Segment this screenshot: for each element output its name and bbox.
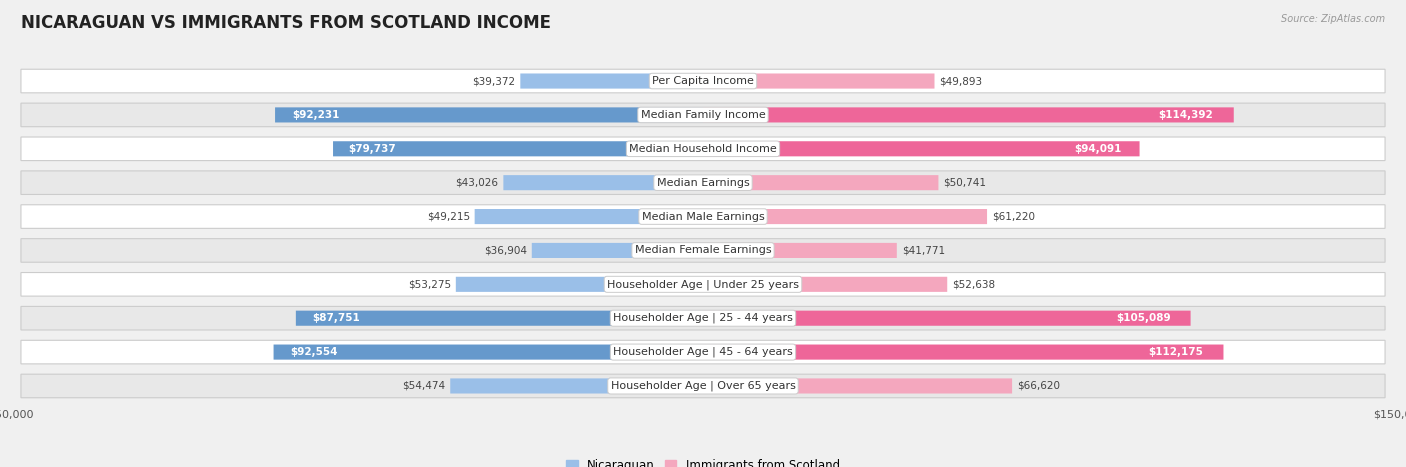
Text: Median Female Earnings: Median Female Earnings (634, 246, 772, 255)
Text: $52,638: $52,638 (952, 279, 995, 290)
Text: $39,372: $39,372 (472, 76, 516, 86)
FancyBboxPatch shape (703, 209, 987, 224)
FancyBboxPatch shape (475, 209, 703, 224)
Text: $66,620: $66,620 (1017, 381, 1060, 391)
FancyBboxPatch shape (274, 345, 703, 360)
Text: $43,026: $43,026 (456, 177, 499, 188)
FancyBboxPatch shape (333, 141, 703, 156)
FancyBboxPatch shape (276, 107, 703, 122)
Text: $41,771: $41,771 (901, 246, 945, 255)
Text: Median Earnings: Median Earnings (657, 177, 749, 188)
FancyBboxPatch shape (703, 243, 897, 258)
FancyBboxPatch shape (703, 345, 1223, 360)
FancyBboxPatch shape (703, 175, 938, 190)
Text: Median Family Income: Median Family Income (641, 110, 765, 120)
FancyBboxPatch shape (703, 311, 1191, 326)
Text: $79,737: $79,737 (347, 144, 395, 154)
Text: Source: ZipAtlas.com: Source: ZipAtlas.com (1281, 14, 1385, 24)
Text: Householder Age | 45 - 64 years: Householder Age | 45 - 64 years (613, 347, 793, 357)
FancyBboxPatch shape (21, 374, 1385, 398)
Text: $105,089: $105,089 (1116, 313, 1171, 323)
Text: $36,904: $36,904 (484, 246, 527, 255)
Text: NICARAGUAN VS IMMIGRANTS FROM SCOTLAND INCOME: NICARAGUAN VS IMMIGRANTS FROM SCOTLAND I… (21, 14, 551, 32)
Text: $92,554: $92,554 (291, 347, 339, 357)
FancyBboxPatch shape (21, 273, 1385, 296)
FancyBboxPatch shape (703, 141, 1140, 156)
FancyBboxPatch shape (703, 277, 948, 292)
FancyBboxPatch shape (21, 205, 1385, 228)
Text: Householder Age | 25 - 44 years: Householder Age | 25 - 44 years (613, 313, 793, 324)
Legend: Nicaraguan, Immigrants from Scotland: Nicaraguan, Immigrants from Scotland (561, 454, 845, 467)
FancyBboxPatch shape (21, 340, 1385, 364)
Text: $53,275: $53,275 (408, 279, 451, 290)
Text: $112,175: $112,175 (1147, 347, 1202, 357)
Text: Per Capita Income: Per Capita Income (652, 76, 754, 86)
Text: Median Household Income: Median Household Income (628, 144, 778, 154)
Text: $87,751: $87,751 (312, 313, 360, 323)
Text: Householder Age | Under 25 years: Householder Age | Under 25 years (607, 279, 799, 290)
FancyBboxPatch shape (703, 378, 1012, 394)
Text: $61,220: $61,220 (991, 212, 1035, 221)
FancyBboxPatch shape (295, 311, 703, 326)
Text: $114,392: $114,392 (1157, 110, 1212, 120)
Text: $92,231: $92,231 (292, 110, 340, 120)
FancyBboxPatch shape (21, 306, 1385, 330)
FancyBboxPatch shape (450, 378, 703, 394)
Text: Median Male Earnings: Median Male Earnings (641, 212, 765, 221)
FancyBboxPatch shape (703, 73, 935, 89)
FancyBboxPatch shape (531, 243, 703, 258)
FancyBboxPatch shape (21, 239, 1385, 262)
FancyBboxPatch shape (520, 73, 703, 89)
FancyBboxPatch shape (21, 103, 1385, 127)
Text: $54,474: $54,474 (402, 381, 446, 391)
Text: Householder Age | Over 65 years: Householder Age | Over 65 years (610, 381, 796, 391)
Text: $94,091: $94,091 (1074, 144, 1122, 154)
FancyBboxPatch shape (21, 69, 1385, 93)
FancyBboxPatch shape (503, 175, 703, 190)
FancyBboxPatch shape (21, 171, 1385, 194)
Text: $50,741: $50,741 (943, 177, 986, 188)
FancyBboxPatch shape (21, 137, 1385, 161)
Text: $49,893: $49,893 (939, 76, 983, 86)
Text: $49,215: $49,215 (426, 212, 470, 221)
FancyBboxPatch shape (456, 277, 703, 292)
FancyBboxPatch shape (703, 107, 1233, 122)
